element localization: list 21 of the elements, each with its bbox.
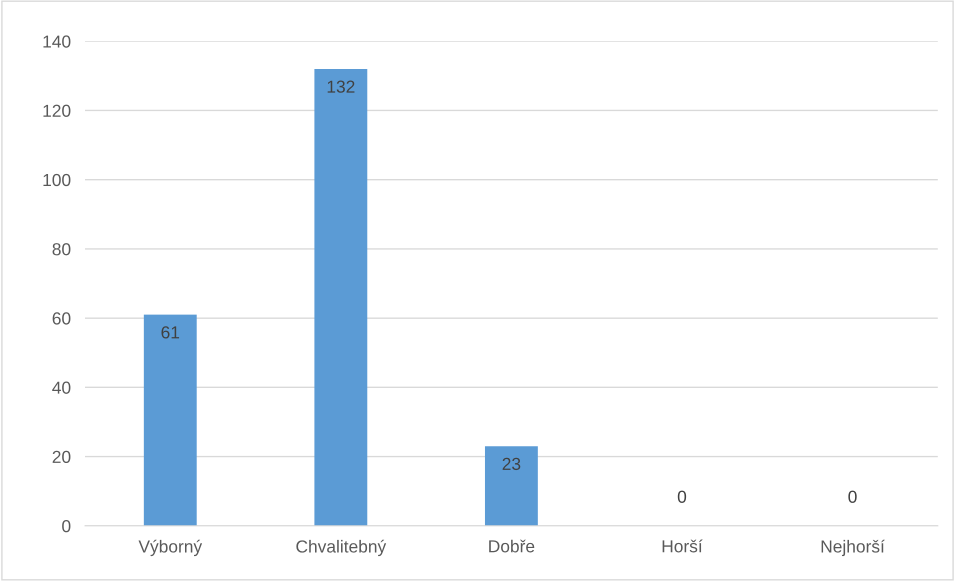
y-tick-label: 100 (43, 174, 70, 186)
data-label: 132 (328, 80, 354, 93)
data-label: 0 (848, 490, 857, 503)
y-tick-label: 40 (52, 382, 70, 394)
data-label: 0 (678, 490, 686, 503)
x-tick-label: Nejhorší (822, 540, 885, 556)
y-tick-label: 60 (52, 312, 70, 325)
data-label: 61 (162, 326, 180, 339)
x-tick-label: Horší (662, 539, 703, 552)
x-tick-label: Dobře (489, 540, 534, 552)
bar (314, 68, 368, 526)
data-label: 23 (502, 458, 520, 470)
y-tick-label: 140 (43, 35, 70, 48)
y-tick-label: 20 (52, 450, 70, 464)
bar (484, 446, 538, 526)
x-tick-label: Výborný (138, 540, 202, 556)
bar (144, 314, 197, 526)
y-tick-label: 120 (43, 104, 70, 117)
y-tick-label: 80 (52, 243, 70, 256)
y-tick-label: 0 (62, 520, 70, 532)
x-tick-label: Chvalitebný (296, 540, 386, 556)
